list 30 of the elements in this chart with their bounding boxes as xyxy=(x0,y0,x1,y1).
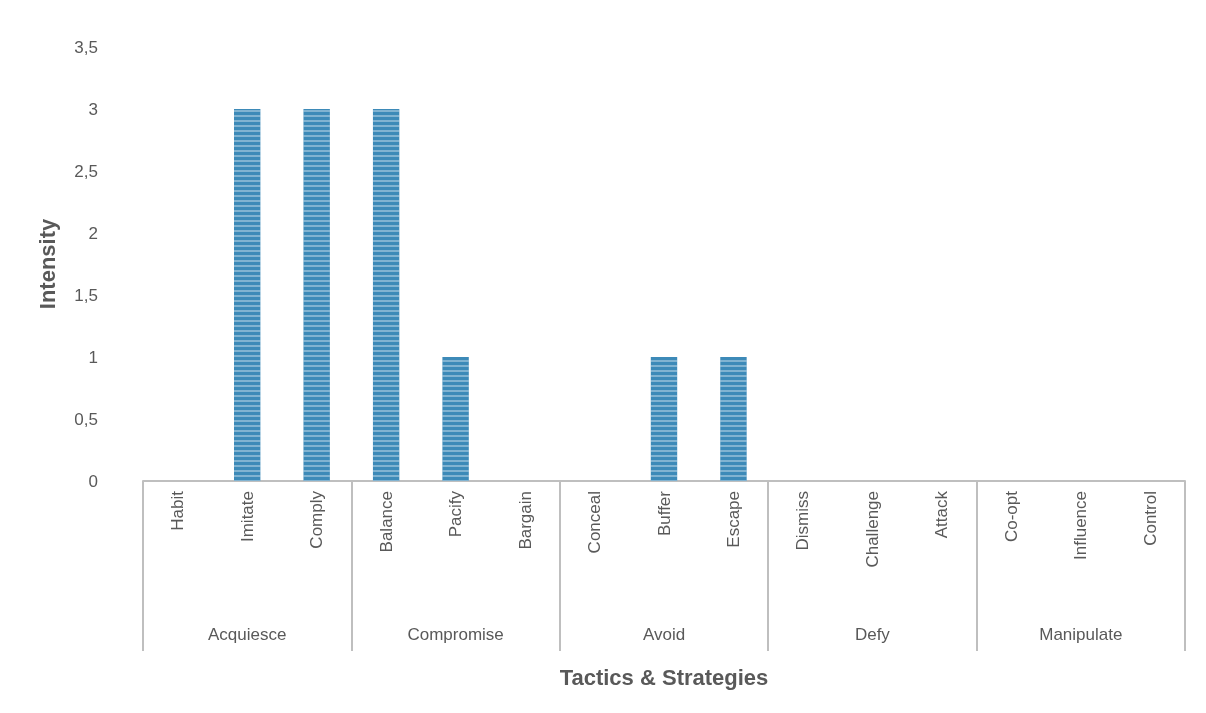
x-tick-label: Habit xyxy=(168,490,188,531)
y-tick-label: 0,5 xyxy=(74,409,98,429)
text: Defy xyxy=(854,625,891,644)
text: Acquiesce xyxy=(207,625,287,644)
y-axis-title: Intensity xyxy=(34,218,60,310)
y-tick-label: 2 xyxy=(88,223,98,243)
y-tick-label: 3,5 xyxy=(74,37,98,57)
x-tick-label: Influence xyxy=(1071,491,1091,560)
text: Avoid xyxy=(642,625,686,644)
x-tick-label: Dismiss xyxy=(793,491,813,551)
x-tick-label: Co-opt xyxy=(1001,490,1021,543)
text: Compromise xyxy=(407,625,504,644)
x-tick-label: Balance xyxy=(376,491,396,553)
x-axis-title: Tactics & Strategies xyxy=(559,664,769,690)
y-tick-label: 3 xyxy=(88,99,98,119)
y-tick-label: 1,5 xyxy=(74,285,98,305)
x-tick-label: Pacify xyxy=(446,490,466,538)
x-tick-label: Escape xyxy=(723,491,743,548)
text: Manipulate xyxy=(1039,625,1123,644)
x-tick-label: Imitate xyxy=(237,491,257,543)
x-tick-label: Bargain xyxy=(515,491,535,550)
x-tick-label: Conceal xyxy=(585,491,605,554)
x-tick-label: Control xyxy=(1140,491,1160,546)
x-tick-label: Buffer xyxy=(654,490,674,537)
x-tick-label: Comply xyxy=(307,490,327,549)
x-tick-label: Challenge xyxy=(862,491,882,568)
y-tick-label: 2,5 xyxy=(74,161,98,181)
y-tick-label: 0 xyxy=(88,471,98,491)
y-tick-label: 1 xyxy=(88,347,98,367)
x-tick-label: Attack xyxy=(932,490,952,539)
